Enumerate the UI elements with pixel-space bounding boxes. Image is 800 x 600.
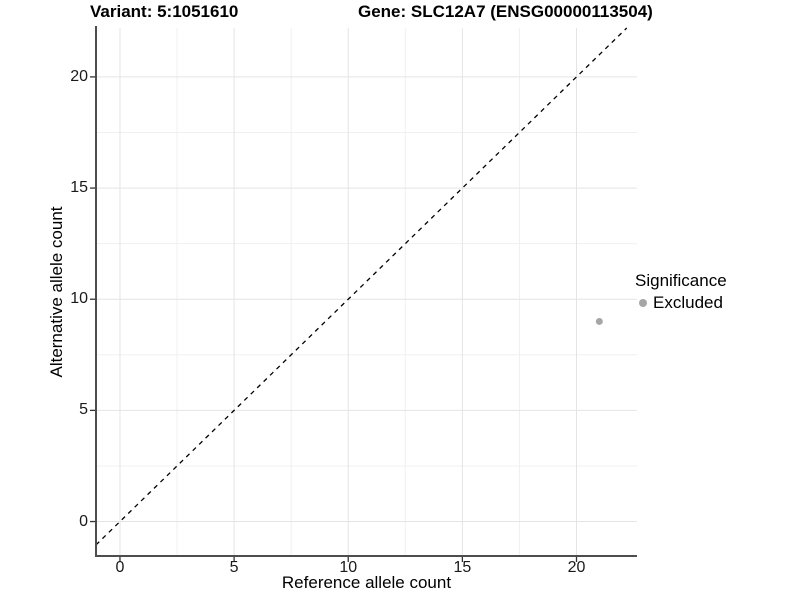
legend: Significance Excluded <box>635 271 727 313</box>
excluded-point-icon <box>639 299 647 307</box>
x-tick-label: 5 <box>229 559 239 576</box>
y-tick-label: 20 <box>70 67 88 85</box>
x-tick-label: 10 <box>339 559 358 576</box>
x-tick-label: 20 <box>567 559 586 576</box>
gene-title: Gene: SLC12A7 (ENSG00000113504) <box>358 2 653 21</box>
legend-item-label: Excluded <box>653 293 723 312</box>
y-tick-label: 5 <box>79 401 88 419</box>
legend-title: Significance <box>635 271 727 290</box>
y-tick-label: 0 <box>79 512 88 530</box>
y-tick-label: 15 <box>70 179 88 197</box>
variant-title: Variant: 5:1051610 <box>90 2 239 21</box>
x-axis-title: Reference allele count <box>281 573 452 592</box>
identity-reference-line <box>95 27 628 546</box>
legend-key <box>635 295 651 311</box>
data-point <box>595 317 603 325</box>
x-tick-label: 0 <box>115 559 125 576</box>
x-tick-label: 15 <box>453 559 472 576</box>
y-tick-label: 10 <box>70 290 88 308</box>
y-axis-title: Alternative allele count <box>47 206 66 378</box>
legend-item-excluded: Excluded <box>635 293 727 313</box>
